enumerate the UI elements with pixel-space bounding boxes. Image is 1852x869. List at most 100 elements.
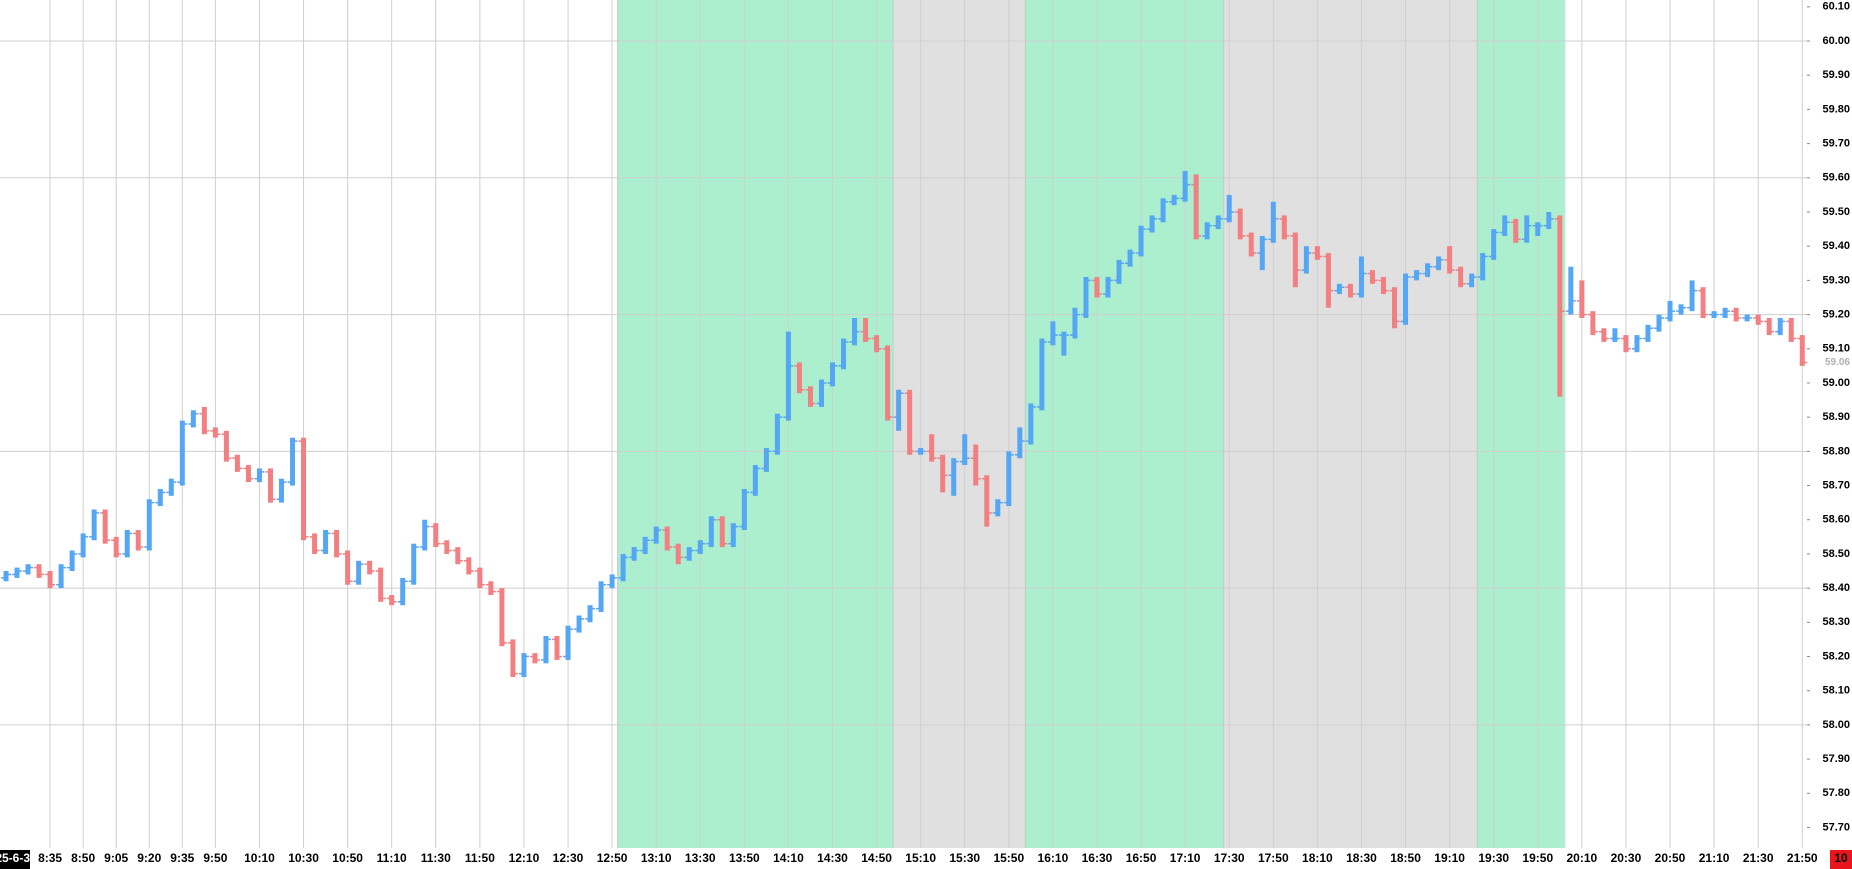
price-bar <box>761 447 772 472</box>
price-bar <box>1058 331 1069 356</box>
price-bar <box>1312 246 1323 260</box>
bar-range <box>1193 174 1199 240</box>
price-bar <box>1455 266 1466 288</box>
bar-range <box>1381 276 1386 295</box>
price-bar <box>772 413 783 455</box>
y-tick-label: 58.30 <box>1822 616 1850 628</box>
price-bar <box>507 639 518 678</box>
bar-range <box>675 543 681 565</box>
price-bar <box>45 571 56 589</box>
price-bar <box>805 386 816 407</box>
price-bar <box>926 434 937 462</box>
price-bar <box>893 389 904 431</box>
y-tick-label: 57.90 <box>1822 753 1850 765</box>
price-bar <box>717 516 728 548</box>
bar-range <box>1590 311 1596 336</box>
bar-range <box>1270 201 1276 243</box>
bar-range <box>1689 280 1695 312</box>
bar-range <box>499 588 505 647</box>
price-bar <box>232 454 243 472</box>
y-tick-label: 58.20 <box>1822 650 1850 662</box>
counter-label: 10 <box>1834 851 1848 865</box>
price-bar <box>695 540 706 554</box>
price-bar <box>1103 276 1113 298</box>
price-bar <box>1587 311 1598 336</box>
bar-range <box>730 523 736 548</box>
price-bar <box>1797 335 1808 366</box>
x-tick-label: 8:50 <box>71 851 95 865</box>
y-tick-label: 58.50 <box>1822 548 1850 560</box>
bar-range <box>334 530 340 558</box>
date-box <box>0 850 30 869</box>
price-bar <box>496 588 507 647</box>
bar-range <box>1755 314 1761 325</box>
bar-range <box>642 536 648 554</box>
x-tick-label: 19:10 <box>1434 851 1465 865</box>
bar-range <box>1105 276 1111 298</box>
price-bar <box>1565 266 1576 315</box>
x-tick-label: 18:10 <box>1302 851 1333 865</box>
price-bar <box>783 331 794 421</box>
bar-range <box>1116 259 1122 284</box>
price-bar <box>1676 304 1687 315</box>
price-bar <box>1400 273 1411 325</box>
price-bar <box>585 605 596 623</box>
session-band <box>1025 0 1224 848</box>
bar-range <box>1392 287 1398 329</box>
price-bar <box>948 458 959 496</box>
price-bar <box>1356 256 1367 298</box>
price-bar <box>529 653 540 664</box>
bar-range <box>378 567 384 602</box>
bar-range <box>1325 253 1331 308</box>
bar-range <box>1358 256 1364 298</box>
x-tick-label: 20:10 <box>1567 851 1598 865</box>
price-bar <box>144 499 155 551</box>
price-bar <box>1620 335 1631 353</box>
bar-range <box>697 540 703 554</box>
price-bar <box>1532 222 1543 236</box>
price-bar <box>651 526 662 544</box>
price-bar <box>408 543 419 585</box>
price-bar <box>353 560 364 585</box>
price-bar <box>1224 194 1235 223</box>
bar-range <box>763 447 769 472</box>
bar-range <box>190 410 196 428</box>
bar-range <box>620 553 626 582</box>
price-bar <box>12 567 23 578</box>
price-bar <box>111 536 122 558</box>
price-bar <box>430 523 441 548</box>
bar-range <box>356 560 362 585</box>
bar-range <box>14 567 20 578</box>
price-bar <box>618 553 629 582</box>
price-bar <box>485 581 496 595</box>
bar-range <box>1612 328 1618 342</box>
bar-range <box>510 639 516 678</box>
bar-range <box>69 550 75 572</box>
bar-range <box>532 653 538 664</box>
bar-range <box>1403 273 1409 325</box>
bar-range <box>1094 276 1100 298</box>
x-tick-label: 13:50 <box>729 851 760 865</box>
price-bar <box>34 564 45 578</box>
bar-range <box>1248 232 1254 257</box>
bar-range <box>565 625 571 660</box>
price-bar <box>827 362 838 387</box>
price-bar <box>1433 256 1444 271</box>
price-bar <box>540 636 551 664</box>
bar-range <box>223 430 229 462</box>
bar-range <box>774 413 780 455</box>
bar-range <box>1160 198 1166 223</box>
price-bar <box>1202 222 1213 240</box>
price-bar <box>1136 225 1147 257</box>
price-bar <box>728 523 739 548</box>
bar-range <box>896 389 902 431</box>
price-bar <box>662 526 673 551</box>
price-bar <box>1742 314 1753 322</box>
bar-range <box>1700 287 1706 318</box>
y-tick-label: 59.20 <box>1822 308 1850 320</box>
bar-range <box>929 434 935 462</box>
price-bar <box>1389 287 1400 329</box>
bar-range <box>455 547 461 565</box>
x-tick-label: 17:10 <box>1170 851 1201 865</box>
